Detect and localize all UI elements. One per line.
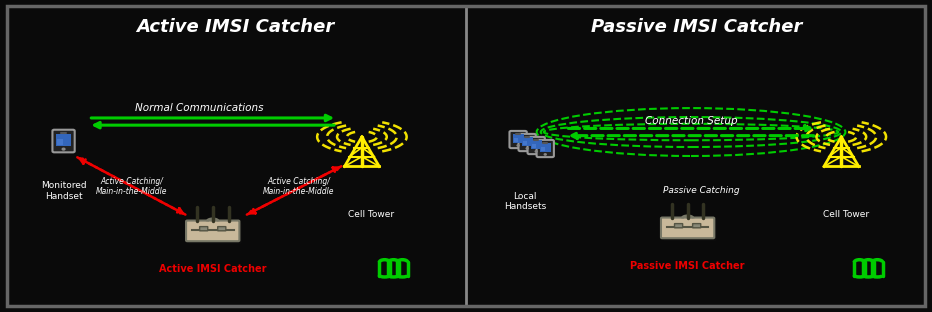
Text: Passive Catching: Passive Catching: [663, 186, 739, 195]
Text: Passive IMSI Catcher: Passive IMSI Catcher: [591, 18, 802, 36]
FancyBboxPatch shape: [532, 144, 536, 148]
FancyBboxPatch shape: [661, 217, 714, 238]
Circle shape: [62, 148, 65, 150]
FancyBboxPatch shape: [510, 131, 527, 148]
Text: Active Catching/
Main-in-the-Middle: Active Catching/ Main-in-the-Middle: [96, 177, 167, 196]
FancyBboxPatch shape: [52, 130, 75, 152]
FancyBboxPatch shape: [675, 224, 682, 228]
FancyBboxPatch shape: [692, 224, 701, 228]
FancyBboxPatch shape: [58, 139, 62, 145]
FancyBboxPatch shape: [537, 140, 554, 157]
FancyBboxPatch shape: [528, 137, 545, 154]
FancyBboxPatch shape: [530, 140, 541, 149]
FancyBboxPatch shape: [523, 141, 527, 145]
Text: Active IMSI Catcher: Active IMSI Catcher: [136, 18, 335, 36]
Text: Cell Tower: Cell Tower: [823, 210, 869, 219]
Text: Active Catching/
Main-in-the-Middle: Active Catching/ Main-in-the-Middle: [263, 177, 335, 196]
FancyBboxPatch shape: [522, 137, 533, 146]
FancyBboxPatch shape: [56, 134, 71, 146]
FancyBboxPatch shape: [513, 134, 524, 143]
FancyBboxPatch shape: [514, 138, 517, 142]
FancyBboxPatch shape: [664, 220, 717, 241]
FancyBboxPatch shape: [186, 221, 240, 241]
Text: Monitored
Handset: Monitored Handset: [41, 182, 87, 201]
FancyBboxPatch shape: [199, 227, 208, 231]
Text: Active IMSI Catcher: Active IMSI Catcher: [159, 264, 267, 274]
Circle shape: [527, 148, 528, 149]
Text: Local
Handsets: Local Handsets: [504, 192, 546, 211]
Text: Cell Tower: Cell Tower: [348, 210, 394, 219]
FancyBboxPatch shape: [518, 134, 536, 151]
FancyBboxPatch shape: [188, 223, 241, 244]
FancyBboxPatch shape: [218, 227, 226, 231]
Circle shape: [544, 154, 546, 155]
FancyBboxPatch shape: [540, 143, 551, 152]
Circle shape: [517, 145, 519, 146]
Text: Normal Communications: Normal Communications: [135, 103, 264, 113]
FancyBboxPatch shape: [541, 147, 544, 151]
Circle shape: [535, 151, 537, 152]
Text: Passive IMSI Catcher: Passive IMSI Catcher: [630, 261, 745, 271]
Text: Connection Setup: Connection Setup: [645, 116, 737, 126]
